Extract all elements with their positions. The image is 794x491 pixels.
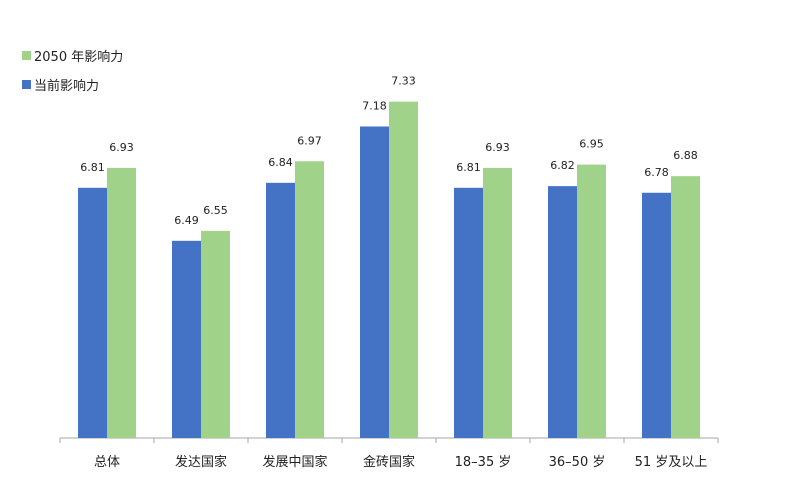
bar-current — [360, 126, 389, 438]
data-label-2050: 6.55 — [203, 204, 228, 217]
data-label-2050: 7.33 — [391, 75, 416, 88]
bar-current — [266, 182, 295, 438]
legend-label-current: 当前影响力 — [34, 79, 100, 94]
data-label-current: 6.49 — [174, 214, 199, 227]
x-tick-label: 总体 — [94, 455, 120, 470]
bar-2050 — [671, 176, 700, 438]
data-label-2050: 6.95 — [579, 138, 604, 151]
x-tick-label: 51 岁及以上 — [635, 455, 708, 470]
bar-current — [454, 187, 483, 438]
bar-current — [548, 186, 577, 438]
bar-2050 — [389, 101, 418, 438]
bar-current — [642, 192, 671, 438]
bar-current — [172, 240, 201, 438]
x-tick-label: 36–50 岁 — [549, 455, 606, 470]
data-label-2050: 6.97 — [297, 134, 322, 147]
bar-2050 — [577, 164, 606, 438]
bar-2050 — [201, 230, 230, 438]
data-label-current: 6.78 — [644, 166, 669, 179]
data-label-current: 7.18 — [362, 99, 387, 112]
x-tick-label: 发达国家 — [175, 454, 227, 470]
x-tick-label: 18–35 岁 — [455, 455, 512, 470]
data-label-2050: 6.88 — [673, 149, 698, 162]
legend-item-2050: 2050 年影响力 — [22, 46, 123, 65]
legend-swatch-current — [22, 80, 31, 89]
bar-2050 — [295, 161, 324, 438]
legend-label-2050: 2050 年影响力 — [34, 50, 124, 65]
data-label-current: 6.82 — [550, 159, 575, 172]
data-label-2050: 6.93 — [485, 141, 510, 154]
bar-2050 — [107, 167, 136, 438]
x-tick-label: 发展中国家 — [262, 454, 327, 470]
legend-item-current: 当前影响力 — [22, 75, 99, 94]
data-label-current: 6.81 — [456, 161, 481, 174]
bar-current — [78, 187, 107, 438]
legend-swatch-2050 — [22, 51, 31, 60]
bar-2050 — [483, 167, 512, 438]
x-tick-label: 金砖国家 — [363, 454, 415, 470]
data-label-current: 6.81 — [80, 161, 105, 174]
data-label-2050: 6.93 — [109, 141, 134, 154]
data-label-current: 6.84 — [268, 156, 293, 169]
